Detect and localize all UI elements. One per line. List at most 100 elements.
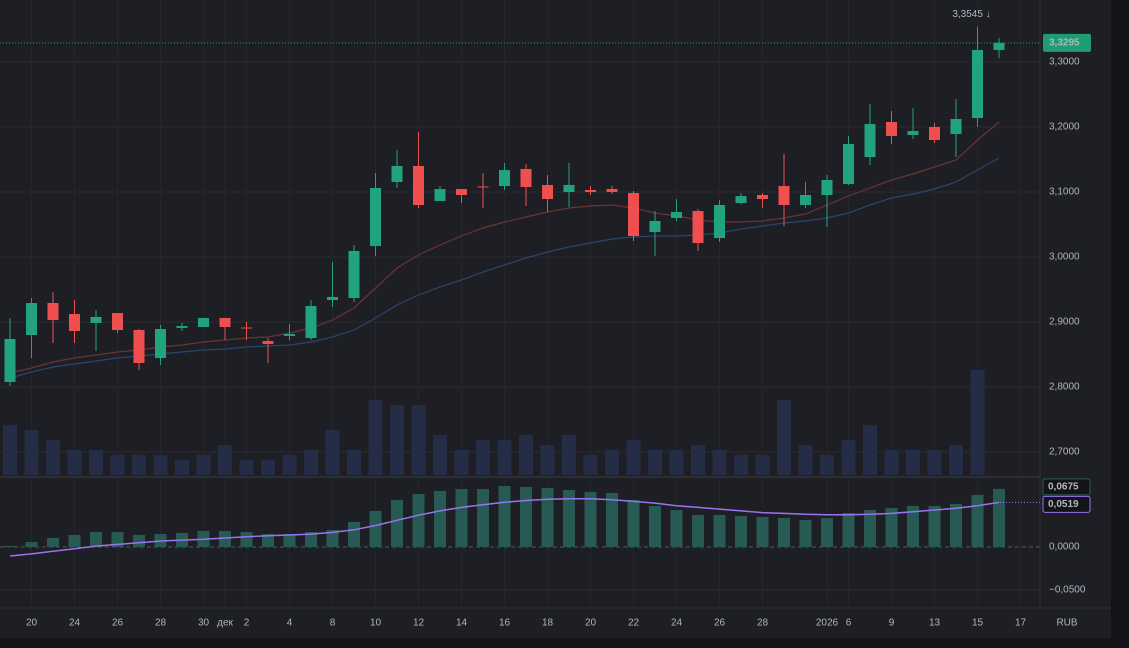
last-price-label: 3,3295 — [1049, 37, 1080, 48]
candle-body — [305, 306, 317, 338]
candle-body — [585, 189, 596, 193]
y-tick-label: 2,9000 — [1049, 317, 1080, 328]
candle-body — [348, 251, 360, 299]
histogram-bar — [971, 494, 984, 548]
volume-bar — [390, 405, 404, 475]
x-tick-label: дек — [217, 618, 233, 629]
histogram-bar — [391, 499, 403, 548]
candle-body — [69, 314, 80, 331]
histogram-bar — [25, 542, 38, 548]
volume-bar — [927, 450, 942, 475]
x-tick-label: 6 — [846, 618, 852, 629]
candle-body — [542, 184, 553, 200]
y-tick-label: −0,0500 — [1049, 585, 1086, 596]
volume-bar — [841, 440, 856, 475]
volume-bar — [497, 440, 512, 475]
volume-bar — [46, 440, 60, 475]
candle-body — [176, 326, 188, 328]
x-tick-label: 24 — [671, 618, 683, 629]
candle-body — [714, 205, 725, 239]
histogram-bar — [90, 532, 102, 548]
x-tick-label: 16 — [499, 618, 511, 629]
candle-body — [90, 316, 102, 323]
x-tick-label: 20 — [585, 618, 597, 629]
volume-bar — [67, 450, 82, 475]
candle-body — [133, 329, 145, 364]
volume-bar — [110, 455, 125, 475]
volume-bar — [949, 445, 963, 475]
candle-body — [778, 186, 790, 206]
x-tick-label: 22 — [628, 618, 640, 629]
volume-bar — [304, 450, 318, 475]
histogram-bar — [47, 537, 59, 548]
x-tick-label: 30 — [198, 618, 210, 629]
volume-bar — [454, 450, 469, 475]
histogram-bar — [885, 508, 898, 548]
x-tick-label: 26 — [714, 618, 726, 629]
histogram-bar — [563, 489, 575, 548]
volume-bar — [411, 405, 426, 475]
histogram-bar — [305, 532, 317, 548]
histogram-bar — [434, 490, 446, 548]
histogram-bar — [111, 532, 124, 548]
y-tick-label: 3,2000 — [1049, 122, 1080, 133]
candle-body — [843, 144, 854, 185]
volume-bar — [325, 430, 340, 475]
y-tick-label: 2,7000 — [1049, 447, 1080, 458]
volume-bar — [648, 450, 662, 475]
indicator-label: 0,0519 — [1048, 499, 1079, 510]
histogram-bar — [326, 529, 339, 548]
histogram-bar — [821, 518, 833, 548]
volume-bar — [605, 450, 619, 475]
candle-body — [886, 121, 897, 136]
candle-body — [155, 329, 166, 359]
volume-bar — [884, 450, 899, 475]
y-tick-label: 3,3000 — [1049, 57, 1080, 68]
volume-bar — [583, 455, 598, 475]
candle-body — [241, 327, 252, 329]
x-tick-label: 2 — [244, 618, 250, 629]
x-tick-label: 24 — [69, 618, 81, 629]
x-tick-label: 13 — [929, 618, 941, 629]
y-tick-label: 0,0000 — [1049, 542, 1080, 553]
volume-bar — [970, 370, 985, 475]
candle-body — [26, 303, 37, 335]
candle-body — [262, 340, 274, 344]
volume-bar — [196, 455, 211, 475]
candle-body — [284, 334, 295, 336]
marks — [0, 26, 1040, 557]
volume-bar — [712, 450, 727, 475]
histogram-bar — [369, 510, 382, 548]
volume-bar — [89, 450, 103, 475]
indicator-line — [9, 157, 1000, 379]
histogram-bar — [692, 514, 704, 548]
histogram-bar — [907, 505, 919, 548]
volume-bar — [906, 450, 920, 475]
volume-bar — [691, 445, 705, 475]
volume-bar — [132, 455, 146, 475]
candle-body — [563, 184, 575, 193]
candle-body — [735, 196, 747, 203]
y-tick-label: 3,1000 — [1049, 187, 1080, 198]
candle-body — [649, 220, 661, 232]
candle-body — [972, 49, 983, 119]
candle-body — [950, 119, 962, 135]
volume-bar — [519, 435, 533, 475]
volume-bar — [798, 445, 813, 475]
candle-body — [757, 194, 768, 200]
indicator-badge — [1042, 495, 1091, 513]
histogram-bar — [993, 488, 1005, 548]
x-tick-label: 8 — [330, 618, 336, 629]
x-tick-label: 14 — [456, 618, 468, 629]
histogram-bar — [864, 510, 876, 548]
volume-bar — [153, 455, 168, 475]
volume-bar — [282, 455, 297, 475]
histogram-bar — [778, 518, 790, 548]
indicator-badge — [1042, 478, 1091, 496]
histogram-bar — [713, 514, 726, 548]
volume-bar — [261, 460, 275, 475]
histogram-bar — [133, 534, 145, 548]
candle-body — [628, 192, 639, 237]
candle-body — [219, 317, 231, 328]
